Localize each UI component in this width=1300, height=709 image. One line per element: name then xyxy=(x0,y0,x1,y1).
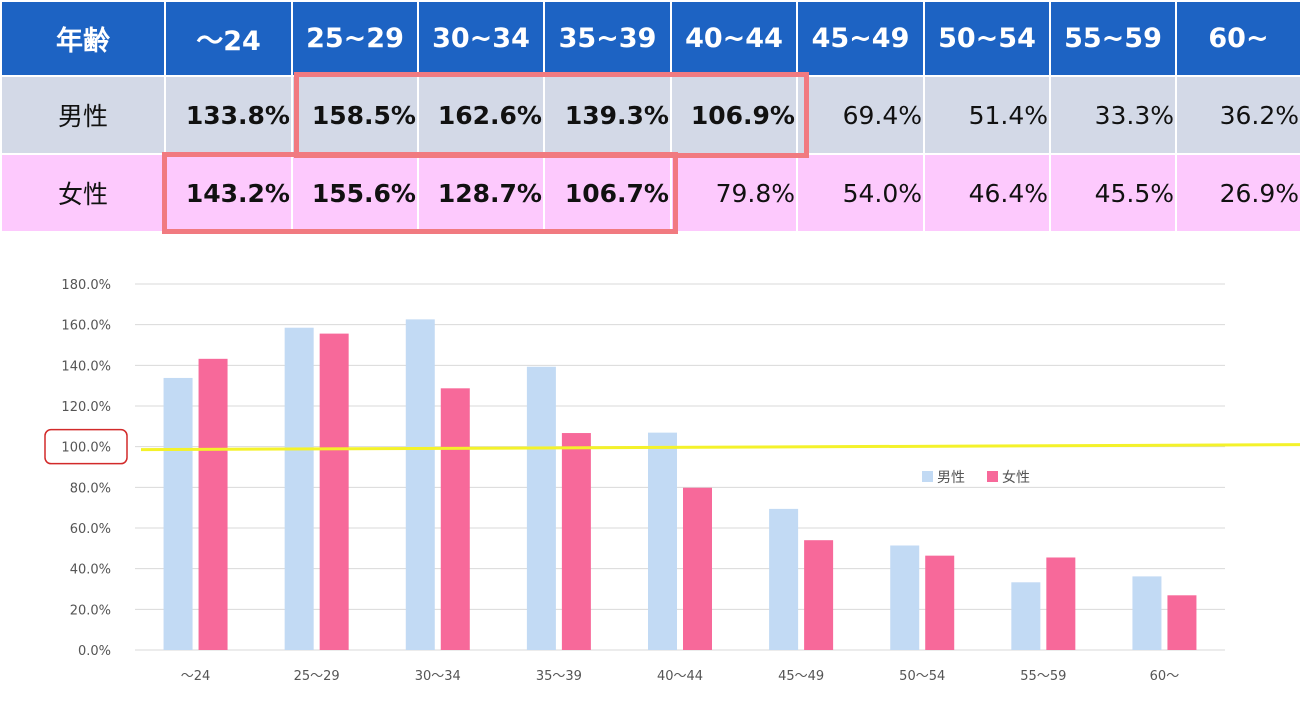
legend-swatch xyxy=(922,471,933,482)
header-age-group: 45~49 xyxy=(796,0,925,77)
data-table: 年齢 ～24 25~29 30~34 35~39 40~44 45~49 50~54 55~59… xyxy=(0,0,1300,233)
y-tick-label: 0.0% xyxy=(78,644,111,659)
table-cell: 33.3% xyxy=(1049,75,1177,155)
header-age-group: 40~44 xyxy=(670,0,798,77)
y-tick-label: 140.0% xyxy=(61,359,111,374)
bar-male xyxy=(1011,582,1041,650)
legend: 男性 女性 xyxy=(922,469,1030,486)
y-tick-label: 100.0% xyxy=(61,441,111,456)
x-axis-ticks: ～24 25～29 30～34 35～39 40～44 45～49 50～54 55～59 60… xyxy=(181,669,1179,684)
table-cell: 133.8% xyxy=(164,75,293,155)
header-age-group: 35~39 xyxy=(543,0,672,77)
table-cell: 106.7% xyxy=(543,153,672,233)
bars xyxy=(163,319,1197,650)
row-label: 女性 xyxy=(0,153,166,233)
y-tick-label: 40.0% xyxy=(70,563,111,578)
bar-female xyxy=(683,487,712,650)
table-cell: 155.6% xyxy=(291,153,419,233)
x-tick-label: 50～54 xyxy=(899,669,945,684)
header-age-group: ～24 xyxy=(164,0,293,77)
table-cell: 26.9% xyxy=(1175,153,1300,233)
reference-line-100 xyxy=(140,443,1300,452)
x-tick-label: 45～49 xyxy=(778,669,824,684)
bar-male xyxy=(648,432,677,650)
table-cell: 79.8% xyxy=(670,153,798,233)
header-age-group: 60~ xyxy=(1175,0,1300,77)
bar-male xyxy=(890,545,920,650)
x-tick-label: 55～59 xyxy=(1020,669,1066,684)
table-cell: 158.5% xyxy=(291,75,419,155)
x-tick-label: 40～44 xyxy=(657,669,703,684)
bar-female xyxy=(561,433,591,650)
x-tick-label: 35～39 xyxy=(536,669,582,684)
header-age-group: 30~34 xyxy=(417,0,545,77)
x-tick-label: ～24 xyxy=(181,669,211,684)
y-tick-label: 120.0% xyxy=(61,400,111,415)
bar-male xyxy=(405,319,435,650)
bar-female xyxy=(804,540,834,650)
table-cell: 106.9% xyxy=(670,75,798,155)
y-tick-label: 180.0% xyxy=(61,278,111,293)
x-tick-label: 25～29 xyxy=(294,669,340,684)
header-age-group: 25~29 xyxy=(291,0,419,77)
bar-female xyxy=(925,555,955,650)
y-tick-highlight-box xyxy=(44,428,128,465)
table-cell: 51.4% xyxy=(923,75,1051,155)
table-cell: 143.2% xyxy=(164,153,293,233)
bar-male xyxy=(1132,576,1162,650)
bar-female xyxy=(319,333,349,650)
table-cell: 139.3% xyxy=(543,75,672,155)
y-tick-label: 60.0% xyxy=(70,522,111,537)
table-row-male: 男性 133.8% 158.5% 162.6% 139.3% 106.9% 69.4% 51.… xyxy=(0,75,1300,155)
bar-male xyxy=(163,377,193,650)
header-age-group: 50~54 xyxy=(923,0,1051,77)
header-age-label: 年齢 xyxy=(0,0,166,77)
row-label: 男性 xyxy=(0,75,166,155)
y-tick-label: 20.0% xyxy=(70,603,111,618)
header-age-group: 55~59 xyxy=(1049,0,1177,77)
x-tick-label: 30～34 xyxy=(415,669,461,684)
table-cell: 162.6% xyxy=(417,75,545,155)
table-cell: 36.2% xyxy=(1175,75,1300,155)
bar-male xyxy=(526,366,556,650)
bar-female xyxy=(198,358,228,650)
legend-label: 女性 xyxy=(1002,469,1030,486)
bar-female xyxy=(440,388,470,650)
table-cell: 46.4% xyxy=(923,153,1051,233)
legend-label: 男性 xyxy=(937,470,965,486)
bar-male xyxy=(769,508,799,650)
x-tick-label: 60～ xyxy=(1150,669,1180,684)
table-row-female: 女性 143.2% 155.6% 128.7% 106.7% 79.8% 54.0% 46.4… xyxy=(0,153,1300,233)
table-cell: 54.0% xyxy=(796,153,925,233)
y-axis-ticks: 0.0% 20.0% 40.0% 60.0% 80.0% 100.0% 120.0% 140.… xyxy=(44,278,128,659)
y-tick-label: 160.0% xyxy=(61,319,111,334)
reference-line xyxy=(140,443,1300,452)
y-tick-label: 80.0% xyxy=(70,481,111,496)
legend-swatch xyxy=(987,471,998,482)
table-cell: 69.4% xyxy=(796,75,925,155)
bar-chart: 0.0% 20.0% 40.0% 60.0% 80.0% 100.0% 120.0% 140.… xyxy=(44,278,1300,684)
table-cell: 45.5% xyxy=(1049,153,1177,233)
table-cell: 128.7% xyxy=(417,153,545,233)
bar-female xyxy=(1046,557,1076,650)
bar-male xyxy=(284,327,314,650)
bar-female xyxy=(1167,595,1197,650)
